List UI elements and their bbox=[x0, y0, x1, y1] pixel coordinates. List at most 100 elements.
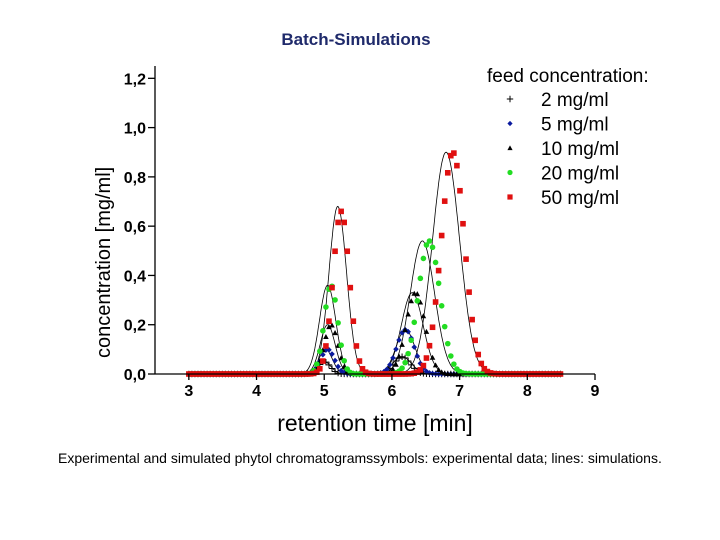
data-point bbox=[414, 291, 421, 297]
data-point bbox=[362, 369, 369, 375]
data-point bbox=[417, 275, 424, 282]
y-axis-label: concentration [mg/ml] bbox=[93, 167, 115, 358]
legend-label: 10 mg/ml bbox=[541, 139, 619, 160]
legend-label: 5 mg/ml bbox=[541, 115, 609, 136]
data-point bbox=[411, 344, 418, 350]
data-point bbox=[332, 330, 338, 336]
x-tick-label: 5 bbox=[320, 383, 329, 400]
data-point bbox=[328, 365, 336, 372]
data-point bbox=[414, 298, 421, 304]
data-point bbox=[347, 284, 354, 291]
data-point bbox=[417, 299, 424, 305]
data-point bbox=[332, 248, 338, 255]
data-point bbox=[438, 232, 445, 239]
data-point bbox=[426, 238, 433, 244]
data-point bbox=[423, 328, 430, 334]
x-tick-label: 6 bbox=[387, 383, 396, 400]
x-tick-label: 8 bbox=[523, 383, 532, 400]
data-point bbox=[432, 259, 439, 266]
data-point bbox=[472, 337, 478, 344]
series-50-mg-ml bbox=[186, 150, 564, 377]
data-point bbox=[313, 361, 320, 368]
data-point bbox=[423, 242, 430, 248]
data-point bbox=[448, 152, 454, 159]
simulation-line bbox=[188, 329, 568, 375]
data-point bbox=[387, 361, 393, 368]
data-point bbox=[487, 370, 494, 376]
data-point bbox=[350, 318, 357, 325]
data-point bbox=[335, 320, 341, 326]
data-point bbox=[338, 367, 344, 374]
data-point bbox=[326, 347, 332, 353]
axes bbox=[154, 66, 595, 375]
data-point bbox=[338, 208, 344, 215]
data-point bbox=[408, 298, 415, 304]
data-point bbox=[507, 194, 513, 200]
data-point bbox=[344, 248, 351, 255]
data-point bbox=[451, 361, 457, 367]
data-point bbox=[417, 367, 424, 373]
data-point bbox=[313, 369, 320, 375]
data-point bbox=[463, 256, 469, 262]
y-tick-label: 0,4 bbox=[124, 268, 146, 285]
data-point bbox=[444, 340, 451, 347]
data-point bbox=[432, 299, 439, 305]
data-point bbox=[444, 170, 451, 176]
data-point bbox=[405, 350, 411, 357]
x-tick-label: 3 bbox=[184, 383, 193, 400]
data-point bbox=[457, 187, 463, 194]
data-point bbox=[320, 358, 326, 364]
data-point bbox=[506, 95, 514, 103]
data-point bbox=[420, 313, 427, 319]
y-tick-label: 1,0 bbox=[124, 121, 146, 138]
data-point bbox=[429, 324, 436, 331]
data-point bbox=[402, 327, 408, 333]
legend-label: 50 mg/ml bbox=[541, 188, 619, 209]
data-point bbox=[329, 284, 335, 291]
data-point bbox=[317, 348, 323, 355]
data-point bbox=[334, 369, 342, 377]
data-point bbox=[335, 363, 341, 370]
simulation-line bbox=[188, 292, 568, 375]
data-point bbox=[323, 334, 329, 340]
legend-title: feed concentration: bbox=[487, 66, 649, 87]
data-point bbox=[481, 365, 488, 372]
legend-items: 2 mg/ml 5 mg/ml 10 mg/ml 20 mg/ml 50 mg/ml bbox=[506, 90, 619, 209]
y-tick-label: 1,2 bbox=[124, 71, 146, 88]
data-point bbox=[423, 355, 430, 361]
data-point bbox=[335, 219, 341, 226]
data-point bbox=[325, 361, 333, 369]
data-point bbox=[475, 351, 482, 358]
data-point bbox=[429, 244, 436, 251]
simulation-line bbox=[188, 240, 568, 375]
data-point bbox=[408, 337, 415, 344]
data-point bbox=[329, 351, 335, 357]
x-axis-label: retention time [min] bbox=[277, 410, 473, 436]
data-point bbox=[478, 360, 485, 367]
data-point bbox=[326, 318, 332, 325]
y-tick-label: 0,8 bbox=[124, 170, 146, 187]
data-point bbox=[396, 353, 402, 359]
figure-caption: Experimental and simulated phytol chroma… bbox=[58, 450, 662, 466]
slide-title: Batch-Simulations bbox=[281, 30, 431, 49]
data-point bbox=[359, 366, 366, 372]
data-point bbox=[320, 351, 326, 358]
data-point bbox=[432, 362, 439, 368]
data-point bbox=[399, 341, 405, 347]
data-point bbox=[411, 319, 418, 326]
x-tick-label: 9 bbox=[591, 383, 600, 400]
y-tick-label: 0,2 bbox=[124, 318, 146, 335]
series-5-mg-ml bbox=[186, 326, 564, 377]
data-point bbox=[341, 357, 348, 364]
data-point bbox=[414, 369, 421, 375]
data-point bbox=[320, 328, 326, 334]
data-point bbox=[454, 162, 460, 169]
data-point bbox=[420, 362, 427, 369]
x-tick-label: 4 bbox=[252, 383, 261, 400]
data-point bbox=[356, 358, 363, 364]
data-point bbox=[448, 353, 454, 359]
data-point bbox=[399, 365, 405, 371]
y-tick-label: 0,6 bbox=[124, 219, 146, 236]
legend-label: 2 mg/ml bbox=[541, 90, 609, 111]
legend: feed concentration: 2 mg/ml 5 mg/ml 10 mg/… bbox=[487, 66, 649, 209]
